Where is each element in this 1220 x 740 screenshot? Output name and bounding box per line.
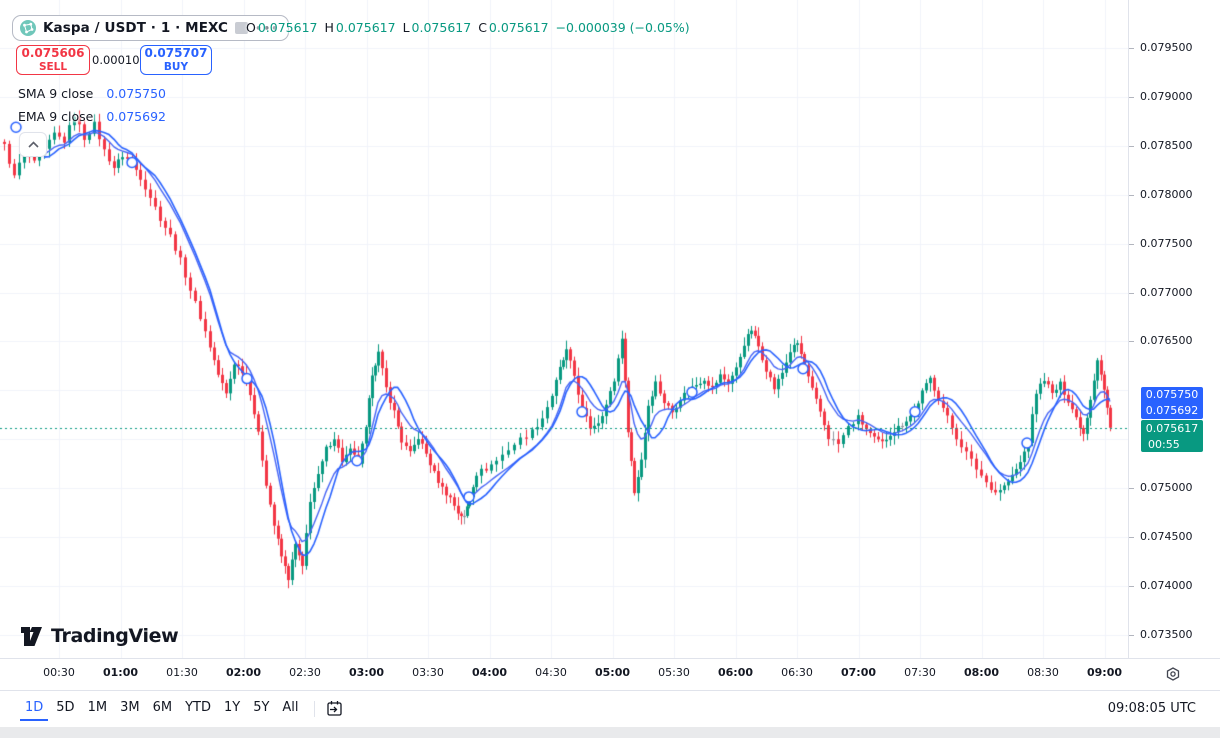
time-axis-label: 07:00 — [840, 666, 877, 679]
time-axis-label: 02:00 — [225, 666, 262, 679]
price-axis[interactable]: 0.075750 0.075692 0.075617 00:55 0.07950… — [1128, 0, 1220, 658]
close-label: C — [478, 20, 487, 35]
sell-button[interactable]: 0.075606 SELL — [16, 45, 90, 75]
price-axis-tick — [1129, 488, 1134, 490]
range-button-1y[interactable]: 1Y — [223, 699, 241, 715]
exchange-logo-placeholder — [235, 22, 249, 34]
price-axis-tick — [1129, 48, 1134, 49]
price-axis-tick — [1129, 145, 1134, 147]
spread-value: 0.000101 — [92, 53, 147, 67]
time-axis-label: 08:30 — [1027, 666, 1059, 679]
sma-price-badge: 0.075750 — [1141, 387, 1203, 403]
bar-countdown: 00:55 — [1148, 438, 1180, 451]
go-to-date-icon[interactable] — [325, 699, 344, 718]
last-price-value: 0.075617 — [1145, 422, 1199, 435]
time-axis-label: 08:00 — [963, 666, 1000, 679]
ema-legend-row[interactable]: EMA 9 close 0.075692 — [18, 109, 166, 124]
price-axis-tick — [1129, 537, 1134, 538]
sma-legend-label: SMA 9 close — [18, 86, 94, 101]
price-axis-tick — [1129, 341, 1134, 343]
range-button-1m[interactable]: 1M — [87, 699, 108, 715]
price-axis-label: 0.078500 — [1140, 138, 1193, 152]
current-time-utc[interactable]: 09:08:05 UTC — [1107, 701, 1196, 716]
close-value: 0.075617 — [488, 20, 549, 35]
kaspa-logo-icon — [20, 20, 36, 36]
symbol-pill[interactable]: Kaspa / USDT · 1 · MEXC ••• — [12, 15, 290, 41]
price-axis-label: 0.076500 — [1140, 334, 1193, 348]
price-axis-tick — [1129, 634, 1134, 636]
price-axis-label: 0.073500 — [1140, 627, 1193, 641]
tradingview-logo[interactable]: TradingView — [20, 625, 179, 647]
range-button-all[interactable]: All — [282, 699, 299, 715]
time-axis-label: 03:00 — [348, 666, 385, 679]
sma-legend-row[interactable]: SMA 9 close 0.075750 — [18, 86, 166, 101]
price-axis-tick — [1129, 585, 1134, 587]
ohlc-readout: O 0.075617 H 0.075617 L 0.075617 C 0.075617 −0.0… — [246, 20, 692, 35]
buy-button[interactable]: 0.075707 BUY — [140, 45, 212, 75]
price-axis-label: 0.077500 — [1140, 236, 1193, 250]
bottom-toolbar: 1D 5D 1M 3M 6M YTD 1Y 5Y All 09:08:05 UTC — [0, 690, 1220, 726]
collapse-legend-button[interactable] — [19, 132, 47, 157]
time-axis-label: 04:00 — [471, 666, 508, 679]
price-axis-tick — [1129, 243, 1134, 245]
symbol-title: Kaspa / USDT · 1 · MEXC — [43, 20, 229, 36]
time-axis-label: 00:30 — [43, 666, 75, 679]
timezone-settings-icon[interactable] — [1163, 664, 1183, 684]
price-axis-label: 0.078000 — [1140, 187, 1193, 201]
price-axis-tick — [1129, 292, 1134, 294]
price-axis-label: 0.077000 — [1140, 285, 1193, 299]
price-axis-label: 0.074000 — [1140, 578, 1193, 592]
time-axis-label: 01:30 — [166, 666, 198, 679]
buy-price: 0.075707 — [144, 46, 208, 61]
time-axis-label: 01:00 — [102, 666, 139, 679]
toolbar-divider — [313, 700, 315, 717]
range-buttons: 1D 5D 1M 3M 6M YTD 1Y 5Y All — [20, 697, 307, 721]
price-axis-tick — [1129, 96, 1134, 98]
time-axis-label: 06:00 — [717, 666, 754, 679]
open-label: O — [246, 20, 256, 35]
chevron-up-icon — [27, 141, 39, 148]
low-value: 0.075617 — [411, 20, 472, 35]
time-axis-label: 09:00 — [1086, 666, 1123, 679]
time-axis-label: 05:00 — [594, 666, 631, 679]
sell-label: SELL — [38, 60, 68, 73]
high-label: H — [324, 20, 334, 35]
ema-legend-value: 0.075692 — [106, 109, 166, 124]
time-axis-label: 07:30 — [904, 666, 936, 679]
tradingview-logo-text: TradingView — [51, 625, 179, 647]
ema-legend-label: EMA 9 close — [18, 109, 94, 124]
price-axis-label: 0.079500 — [1140, 41, 1193, 54]
low-label: L — [402, 20, 410, 35]
time-axis[interactable]: 00:30 01:00 01:30 02:00 02:30 03:00 03:30 04:00… — [0, 658, 1220, 690]
range-button-6m[interactable]: 6M — [152, 699, 173, 715]
range-button-3m[interactable]: 3M — [120, 699, 140, 715]
price-axis-tick — [1129, 194, 1134, 196]
range-button-ytd[interactable]: YTD — [185, 699, 211, 715]
range-button-1d[interactable]: 1D — [20, 697, 49, 721]
sma-legend-value: 0.075750 — [106, 86, 167, 101]
price-axis-label: 0.079000 — [1140, 89, 1193, 103]
change-value: −0.000039 (−0.05%) — [555, 20, 690, 35]
time-axis-label: 04:30 — [535, 666, 567, 679]
price-axis-label: 0.074500 — [1140, 530, 1193, 543]
high-value: 0.075617 — [335, 20, 396, 35]
open-value: 0.075617 — [257, 20, 318, 35]
range-button-5d[interactable]: 5D — [56, 699, 75, 715]
time-axis-label: 06:30 — [781, 666, 813, 679]
last-price-badge: 0.075617 00:55 — [1141, 420, 1203, 452]
tradingview-mark-icon — [20, 626, 43, 647]
time-axis-label: 03:30 — [412, 666, 444, 679]
price-chart[interactable] — [0, 0, 1128, 658]
time-axis-label: 02:30 — [289, 666, 321, 679]
sell-price: 0.075606 — [21, 46, 85, 61]
buy-label: BUY — [163, 60, 189, 73]
more-options-icon[interactable]: ••• — [255, 21, 280, 35]
time-axis-label: 05:30 — [658, 666, 690, 679]
ema-price-badge: 0.075692 — [1141, 403, 1203, 419]
price-axis-label: 0.075000 — [1140, 481, 1193, 495]
range-button-5y[interactable]: 5Y — [253, 699, 270, 715]
bottom-scrollbar[interactable] — [0, 727, 1220, 738]
